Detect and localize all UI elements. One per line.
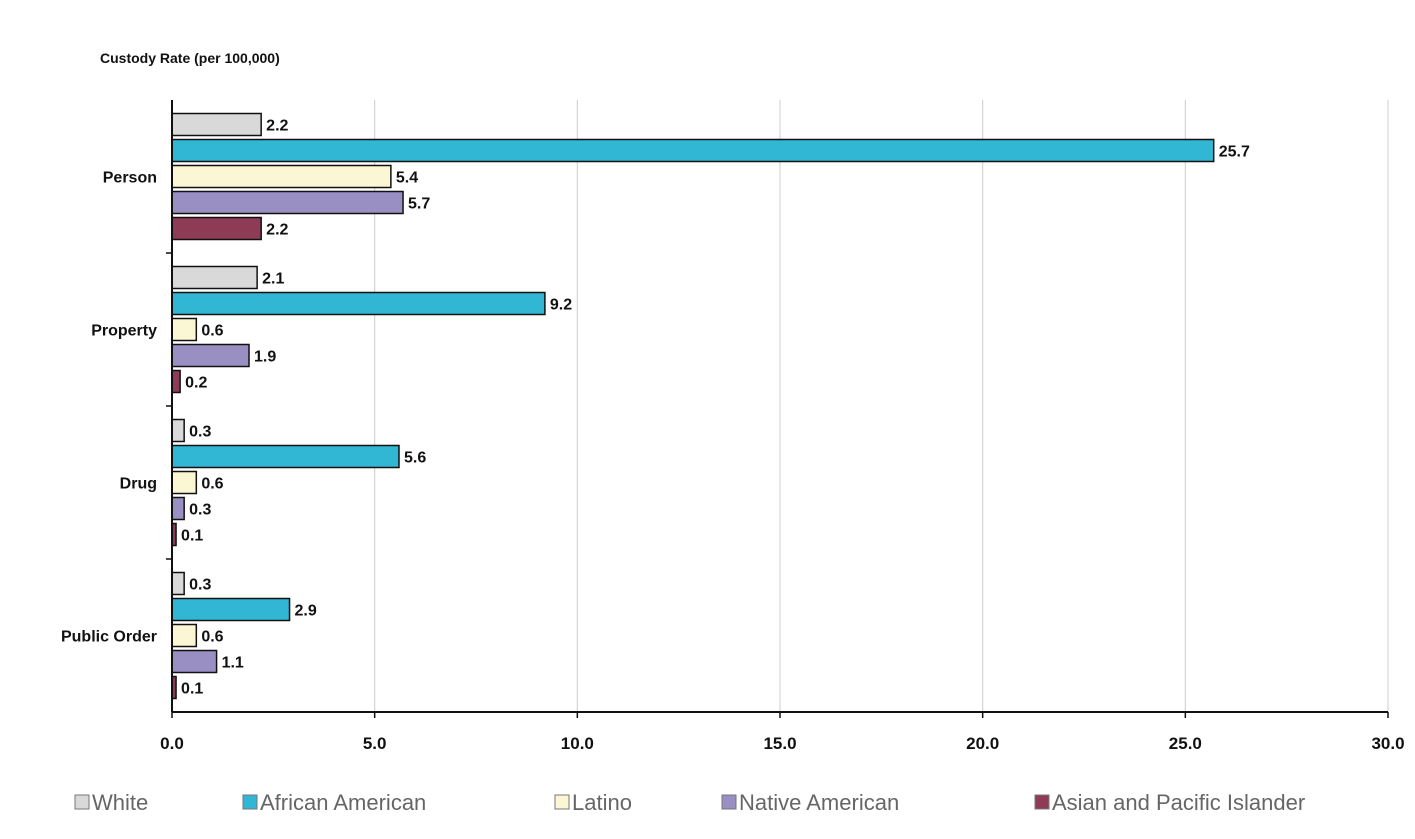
axes bbox=[166, 100, 1389, 718]
legend-swatch bbox=[1034, 794, 1050, 810]
bar bbox=[171, 291, 546, 316]
data-label: 5.4 bbox=[396, 170, 418, 187]
bar bbox=[171, 216, 262, 241]
data-label: 2.2 bbox=[266, 118, 288, 135]
y-axis-title: Custody Rate (per 100,000) bbox=[100, 50, 280, 66]
legend-label: Asian and Pacific Islander bbox=[1052, 790, 1305, 815]
data-label: 2.2 bbox=[266, 222, 288, 239]
data-label: 0.1 bbox=[181, 528, 203, 545]
data-label: 5.7 bbox=[408, 196, 430, 213]
legend-swatch bbox=[74, 794, 90, 810]
legend-label: White bbox=[92, 790, 148, 815]
data-label: 25.7 bbox=[1219, 144, 1250, 161]
bar bbox=[171, 112, 262, 137]
bar bbox=[171, 369, 181, 394]
data-label: 0.6 bbox=[201, 323, 223, 340]
category-label: Public Order bbox=[61, 629, 157, 646]
bar bbox=[171, 444, 400, 469]
x-tick-label: 20.0 bbox=[966, 734, 999, 753]
x-tick-label: 25.0 bbox=[1169, 734, 1202, 753]
bar bbox=[171, 649, 218, 674]
x-tick-label: 5.0 bbox=[363, 734, 387, 753]
legend-swatch bbox=[242, 794, 258, 810]
bar bbox=[171, 343, 250, 368]
legend-label: Native American bbox=[739, 790, 899, 815]
bar bbox=[171, 496, 185, 521]
gridlines bbox=[374, 100, 1389, 712]
data-label: 0.3 bbox=[189, 577, 211, 594]
data-label: 0.3 bbox=[189, 502, 211, 519]
legend-label: Latino bbox=[572, 790, 632, 815]
data-label: 1.1 bbox=[222, 655, 244, 672]
data-label: 9.2 bbox=[550, 297, 572, 314]
x-tick-label: 0.0 bbox=[160, 734, 184, 753]
data-label: 0.2 bbox=[185, 375, 207, 392]
bar bbox=[171, 571, 185, 596]
data-label: 1.9 bbox=[254, 349, 276, 366]
bar bbox=[171, 597, 291, 622]
data-label: 0.1 bbox=[181, 681, 203, 698]
category-label: Drug bbox=[120, 476, 157, 493]
bar bbox=[171, 265, 258, 290]
bar bbox=[171, 164, 392, 189]
data-label: 2.1 bbox=[262, 271, 284, 288]
bar bbox=[171, 190, 404, 215]
data-label: 5.6 bbox=[404, 450, 426, 467]
x-tick-label: 15.0 bbox=[763, 734, 796, 753]
category-label: Property bbox=[91, 323, 157, 340]
data-label: 0.3 bbox=[189, 424, 211, 441]
bar bbox=[171, 470, 198, 495]
x-tick-label: 30.0 bbox=[1371, 734, 1404, 753]
data-label: 0.6 bbox=[201, 629, 223, 646]
legend: White African American Latino Native Americ… bbox=[74, 790, 1305, 815]
bars bbox=[171, 112, 1215, 700]
legend-label: African American bbox=[260, 790, 426, 815]
data-label: 2.9 bbox=[295, 603, 317, 620]
data-label: 0.6 bbox=[201, 476, 223, 493]
bar bbox=[171, 418, 185, 443]
bar bbox=[171, 138, 1215, 163]
legend-swatch bbox=[721, 794, 737, 810]
bar bbox=[171, 317, 198, 342]
bar bbox=[171, 623, 198, 648]
labels: 0.0 5.0 10.0 15.0 20.0 25.0 30.0 Custody Rate (… bbox=[61, 50, 1405, 753]
legend-swatch bbox=[554, 794, 570, 810]
category-label: Person bbox=[103, 170, 157, 187]
x-tick-label: 10.0 bbox=[561, 734, 594, 753]
